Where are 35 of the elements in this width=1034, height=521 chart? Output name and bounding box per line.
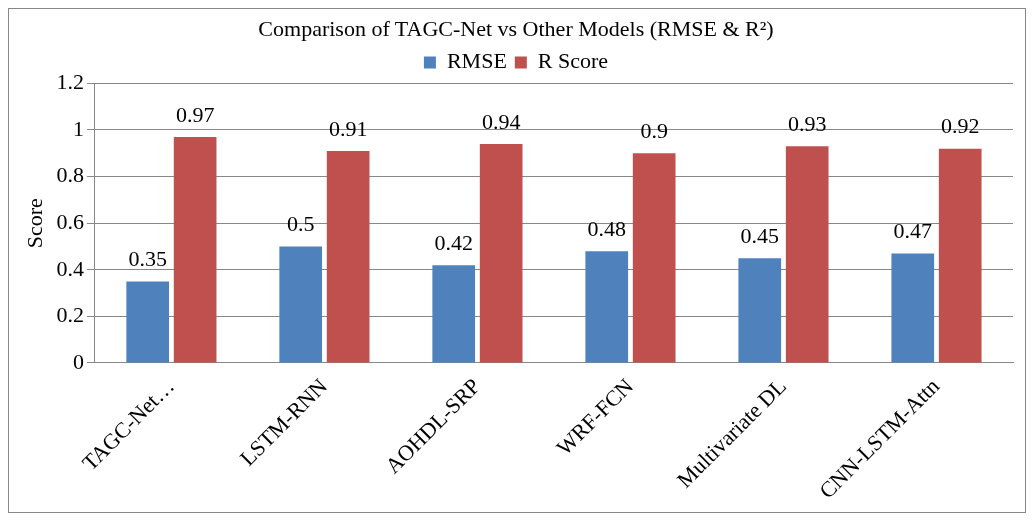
data-label: 0.45 [740, 222, 780, 248]
data-label: 0.9 [640, 118, 668, 144]
bar [432, 265, 476, 363]
data-label: 0.93 [787, 111, 827, 137]
y-tick-label: 0.8 [56, 162, 84, 188]
bar [326, 150, 370, 363]
bar [632, 153, 676, 363]
y-tick-label: 0.2 [56, 302, 84, 328]
data-label: 0.35 [128, 246, 167, 272]
bar [891, 253, 935, 363]
y-tick-label: 1.2 [56, 69, 84, 95]
bar [173, 136, 217, 363]
bar [479, 143, 523, 363]
bar [785, 146, 829, 363]
data-label: 0.97 [175, 101, 215, 127]
bar [585, 251, 629, 363]
data-label: 0.47 [893, 218, 933, 244]
data-label: 0.92 [940, 113, 980, 139]
y-tick-label: 0 [72, 348, 84, 374]
y-tick-label: 0.6 [56, 208, 84, 234]
data-label: 0.5 [286, 211, 315, 237]
data-label: 0.94 [481, 108, 521, 134]
data-label: 0.48 [587, 215, 626, 241]
legend-label: RMSE [446, 48, 507, 74]
legend-label: R Score [537, 48, 609, 74]
chart-title: Comparison of TAGC-Net vs Other Models (RMSE & R²) [258, 15, 774, 41]
y-axis-title: Score [21, 198, 47, 249]
bar [126, 281, 170, 363]
bar [938, 148, 982, 363]
bar [279, 246, 323, 363]
y-tick-label: 1 [72, 115, 84, 141]
data-label: 0.42 [434, 229, 473, 255]
y-tick-label: 0.4 [56, 255, 84, 281]
data-label: 0.91 [328, 115, 368, 141]
bar [738, 258, 782, 363]
